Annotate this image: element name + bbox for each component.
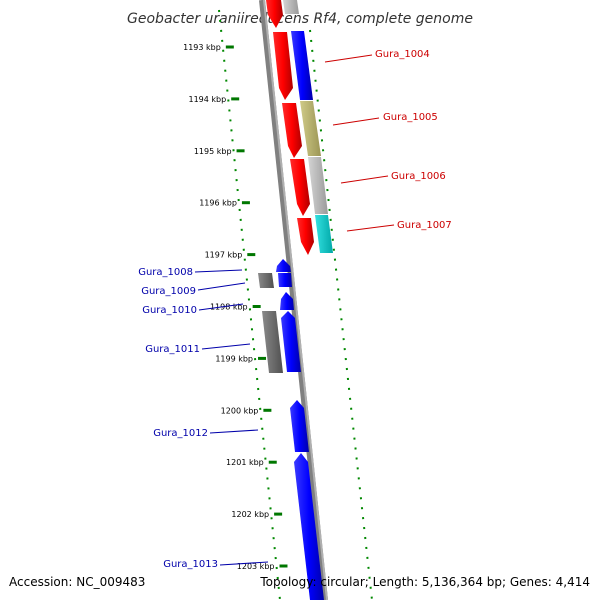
ruler-tick-label: 1202 kbp	[231, 510, 269, 519]
ruler-tick-label: 1197 kbp	[205, 251, 243, 260]
gene-label-gura-1012[interactable]: Gura_1012	[153, 428, 208, 439]
ruler-tick-label: 1193 kbp	[183, 43, 221, 52]
ruler-tick-label: 1194 kbp	[188, 95, 226, 104]
gene-label-gura-1004[interactable]: Gura_1004	[375, 49, 430, 60]
gene-feature-gura-1009-b[interactable]	[278, 273, 292, 287]
gene-label-gura-1007[interactable]: Gura_1007	[397, 220, 452, 231]
outer-guide-line	[309, 29, 373, 600]
ruler-tick-label: 1203 kbp	[237, 562, 275, 571]
gene-features	[258, 0, 333, 600]
gene-callout-lines	[194, 54, 395, 566]
gene-feature-outer-blue[interactable]	[291, 31, 313, 100]
gene-feature-outer-top[interactable]	[283, 0, 299, 14]
ruler-tick-label: 1196 kbp	[199, 199, 237, 208]
ruler-labels: 1193 kbp 1194 kbp 1195 kbp 1196 kbp 1197 kbp…	[183, 43, 274, 571]
gene-feature-gura-1011[interactable]	[281, 311, 301, 372]
gene-feature-outer-grey[interactable]	[308, 157, 328, 214]
gene-feature-red[interactable]	[266, 0, 283, 28]
ruler-tick-label: 1199 kbp	[215, 354, 253, 363]
genome-summary-text: Topology: circular; Length: 5,136,364 bp…	[259, 575, 590, 589]
gene-feature-gura-1010[interactable]	[280, 292, 294, 310]
ruler-tick-label: 1201 kbp	[226, 458, 264, 467]
ruler-ticks	[225, 45, 288, 568]
gene-feature-gura-1008[interactable]	[258, 273, 274, 288]
gene-feature-gura-1004[interactable]	[273, 32, 293, 100]
gene-labels: Gura_1004 Gura_1005 Gura_1006 Gura_1007 …	[138, 49, 452, 570]
gene-feature-gura-1012[interactable]	[290, 400, 309, 452]
gene-label-gura-1008[interactable]: Gura_1008	[138, 267, 193, 278]
gene-label-gura-1009[interactable]: Gura_1009	[141, 286, 196, 297]
ruler-tick-label: 1195 kbp	[194, 147, 232, 156]
gene-feature-gura-1011-dark[interactable]	[262, 311, 283, 373]
gene-feature-gura-1006[interactable]	[290, 159, 310, 216]
gene-feature-gura-1009-a[interactable]	[276, 259, 291, 272]
ruler-tick-label: 1198 kbp	[210, 303, 248, 312]
accession-text: Accession: NC_009483	[9, 575, 145, 589]
gene-label-gura-1011[interactable]: Gura_1011	[145, 344, 200, 355]
gene-feature-gura-1005[interactable]	[282, 103, 302, 158]
genome-backbone	[259, 0, 328, 600]
gene-label-gura-1013[interactable]: Gura_1013	[163, 559, 218, 570]
gene-label-gura-1006[interactable]: Gura_1006	[391, 171, 446, 182]
gene-label-gura-1005[interactable]: Gura_1005	[383, 112, 438, 123]
gene-feature-outer-olive[interactable]	[300, 101, 321, 156]
map-title: Geobacter uraniireducens Rf4, complete g…	[127, 11, 473, 27]
gene-feature-gura-1013[interactable]	[294, 453, 324, 600]
gene-label-gura-1010[interactable]: Gura_1010	[142, 305, 197, 316]
ruler-tick-label: 1200 kbp	[221, 406, 259, 415]
gene-feature-gura-1007[interactable]	[297, 218, 314, 255]
gene-feature-outer-cyan[interactable]	[315, 215, 333, 253]
